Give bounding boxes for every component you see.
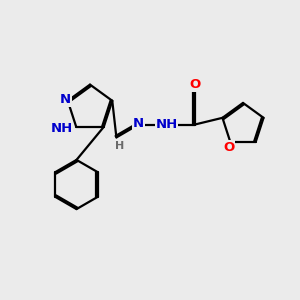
Text: O: O [223,141,234,154]
Text: O: O [189,78,201,91]
Text: NH: NH [155,118,178,131]
Text: NH: NH [50,122,73,135]
Text: N: N [60,93,71,106]
Text: N: N [133,116,144,130]
Text: H: H [115,141,124,151]
